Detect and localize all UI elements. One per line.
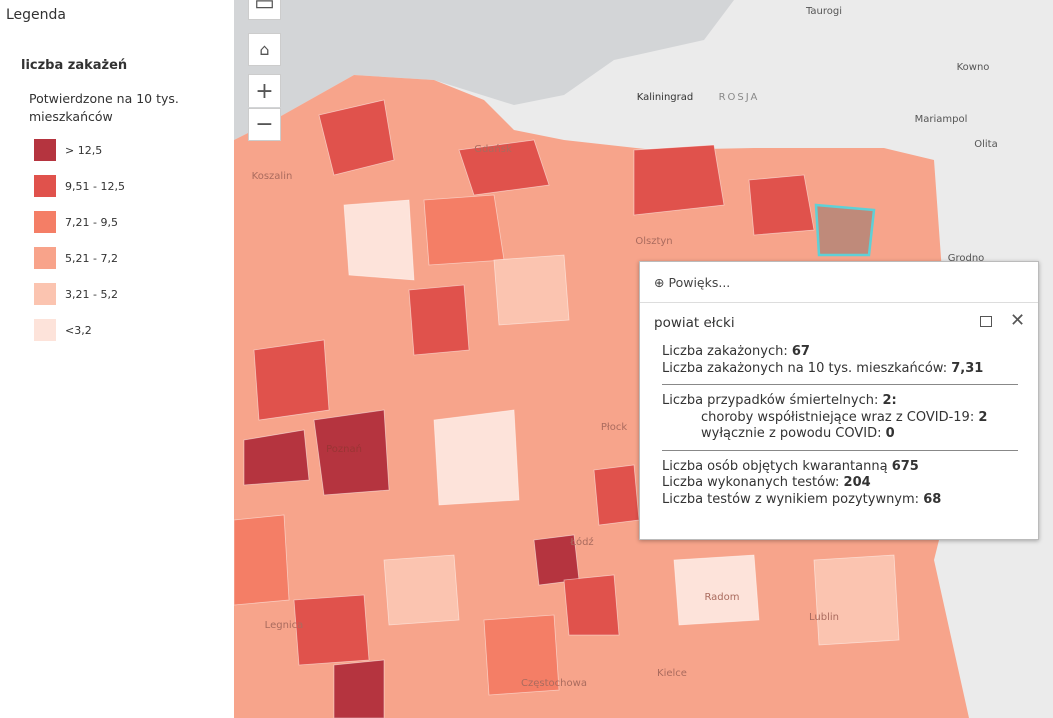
legend-swatch — [34, 175, 56, 197]
popup: ⊕ Powięks... powiat ełcki ✕ Liczba zakażo… — [639, 261, 1039, 540]
zoom-in-button[interactable]: + — [248, 74, 281, 107]
close-button[interactable]: ✕ — [1010, 310, 1026, 331]
field-value: 0 — [885, 426, 895, 441]
place-label: Kielce — [657, 668, 687, 679]
popup-line: Liczba zakażonych na 10 tys. mieszkańców… — [662, 361, 1018, 378]
place-label: Taurogi — [805, 6, 842, 17]
basemap-button[interactable]: ▭ — [248, 0, 281, 20]
field-value: 68 — [923, 491, 942, 507]
place-label: Poznań — [326, 443, 362, 455]
legend-label: 9,51 - 12,5 — [65, 179, 125, 193]
place-label: Grodno — [948, 253, 985, 264]
place-label: Koszalin — [252, 171, 293, 182]
legend-swatch — [34, 247, 56, 269]
place-label: Radom — [704, 592, 739, 603]
place-label: Olita — [974, 139, 997, 150]
popup-line: Liczba osób objętych kwarantanną 675 — [662, 459, 1018, 476]
divider — [662, 384, 1018, 385]
legend-item: 3,21 - 5,2 — [34, 283, 118, 305]
popup-body: Liczba zakażonych: 67 Liczba zakażonych n… — [662, 344, 1018, 508]
place-label: Olsztyn — [635, 236, 672, 247]
place-label: Częstochowa — [521, 678, 587, 689]
popup-line: Liczba przypadków śmiertelnych: 2: — [662, 393, 1018, 410]
place-label: Mariampol — [915, 114, 968, 125]
field-label: Liczba testów z wynikiem pozytywnym: — [662, 491, 924, 507]
legend-label: 5,21 - 7,2 — [65, 251, 118, 265]
popup-line: Liczba testów z wynikiem pozytywnym: 68 — [662, 492, 1018, 509]
place-label: Legnica — [265, 620, 304, 631]
popup-title: powiat ełcki — [654, 315, 735, 331]
place-label: Lublin — [809, 612, 839, 623]
legend-label: 3,21 - 5,2 — [65, 287, 118, 301]
legend-label: <3,2 — [65, 323, 92, 337]
popup-line: wyłącznie z powodu COVID: 0 — [662, 426, 1018, 443]
place-label: Płock — [601, 422, 627, 433]
legend-swatch — [34, 283, 56, 305]
field-label: Liczba zakażonych na 10 tys. mieszkańców… — [662, 360, 952, 376]
dock-button[interactable] — [980, 316, 992, 327]
legend-item: 5,21 - 7,2 — [34, 247, 118, 269]
home-button[interactable]: ⌂ — [248, 33, 281, 66]
legend-label: 7,21 - 9,5 — [65, 215, 118, 229]
legend-item: 9,51 - 12,5 — [34, 175, 125, 197]
field-name: Potwierdzone na 10 tys. mieszkańców — [29, 91, 179, 124]
place-label: Kaliningrad — [637, 92, 693, 103]
place-label: ROSJA — [719, 92, 760, 103]
legend-panel: Legenda liczba zakażeń Potwierdzone na 1… — [0, 0, 234, 718]
legend-swatch — [34, 211, 56, 233]
legend-item: 7,21 - 9,5 — [34, 211, 118, 233]
field-label: wyłącznie z powodu COVID: — [701, 426, 886, 441]
field-label: Liczba zakażonych: — [662, 344, 792, 359]
legend-title: Legenda — [6, 7, 67, 23]
field-label: Liczba wykonanych testów: — [662, 475, 844, 490]
divider — [662, 449, 1018, 451]
legend-label: > 12,5 — [65, 143, 103, 157]
zoom-label: Powięks... — [668, 274, 731, 290]
field-value: 67 — [791, 344, 810, 359]
field-value: 2 — [978, 409, 988, 425]
place-label: Gdańsk — [474, 143, 512, 155]
place-label: Kowno — [957, 62, 990, 73]
zoom-out-button[interactable]: − — [248, 108, 281, 141]
legend-item: <3,2 — [34, 319, 92, 341]
legend-swatch — [34, 139, 56, 161]
popup-line: choroby współistniejące wraz z COVID-19:… — [662, 410, 1018, 427]
field-label: choroby współistniejące wraz z COVID-19: — [701, 409, 979, 425]
popup-line: Liczba wykonanych testów: 204 — [662, 475, 1018, 492]
layer-name: liczba zakażeń — [21, 58, 128, 73]
zoom-to[interactable]: ⊕ Powięks... — [640, 262, 1038, 303]
place-label: Łódź — [569, 536, 593, 548]
field-value: 7,31 — [951, 360, 984, 376]
field-value: 204 — [843, 475, 871, 490]
field-value: 675 — [891, 458, 919, 474]
popup-line: Liczba zakażonych: 67 — [662, 344, 1018, 361]
field-value: 2: — [882, 393, 897, 408]
legend-item: > 12,5 — [34, 139, 102, 161]
legend-swatch — [34, 319, 56, 341]
field-label: Liczba osób objętych kwarantanną — [662, 458, 892, 474]
field-label: Liczba przypadków śmiertelnych: — [662, 393, 883, 408]
